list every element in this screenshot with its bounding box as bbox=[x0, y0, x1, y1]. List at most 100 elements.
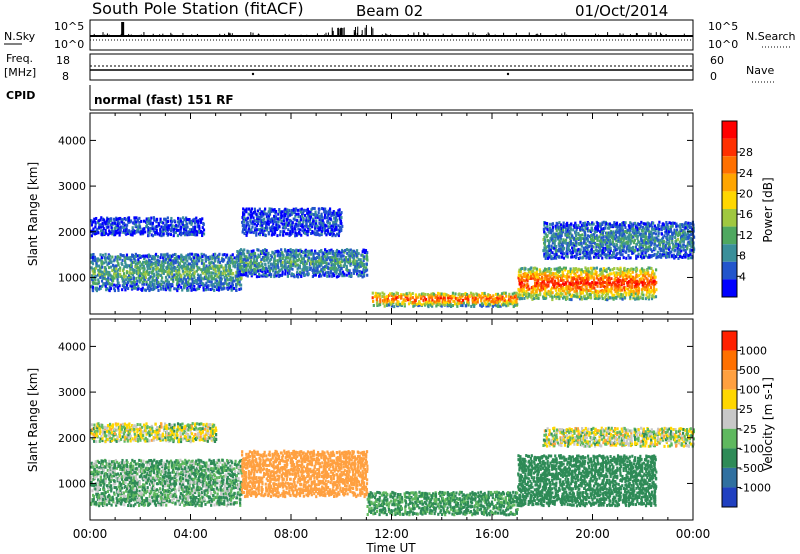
heatmap-cell bbox=[97, 231, 100, 235]
heatmap-cell bbox=[313, 206, 316, 210]
heatmap-cell bbox=[518, 268, 521, 272]
heatmap-cell bbox=[167, 285, 170, 289]
heatmap-cell bbox=[145, 282, 148, 286]
heatmap-cell bbox=[581, 279, 584, 283]
heatmap-cell bbox=[287, 221, 290, 225]
heatmap-cell bbox=[113, 219, 116, 223]
heatmap-cell bbox=[650, 273, 653, 277]
heatmap-cell bbox=[557, 225, 560, 229]
heatmap-cell bbox=[91, 285, 95, 289]
heatmap-cell bbox=[304, 253, 307, 257]
heatmap-cell bbox=[586, 275, 589, 279]
heatmap-cell bbox=[263, 259, 266, 263]
heatmap-cell bbox=[298, 252, 301, 256]
heatmap-cell bbox=[359, 264, 362, 268]
heatmap-cell bbox=[152, 272, 155, 276]
heatmap-cell bbox=[192, 265, 196, 269]
heatmap-cell bbox=[471, 302, 475, 306]
heatmap-cell bbox=[287, 211, 290, 215]
heatmap-cell bbox=[199, 218, 203, 222]
heatmap-cell bbox=[132, 281, 135, 285]
heatmap-cell bbox=[614, 290, 617, 294]
heatmap-cell bbox=[311, 229, 314, 233]
power-cells bbox=[90, 206, 696, 309]
heatmap-cell bbox=[613, 284, 616, 288]
heatmap-cell bbox=[648, 273, 651, 277]
heatmap-cell bbox=[318, 208, 321, 212]
heatmap-cell bbox=[327, 221, 330, 225]
heatmap-cell bbox=[571, 281, 574, 285]
heatmap-cell bbox=[578, 252, 582, 256]
heatmap-cell bbox=[517, 287, 520, 291]
heatmap-cell bbox=[138, 267, 141, 271]
heatmap-cell bbox=[354, 264, 357, 268]
heatmap-cell bbox=[566, 279, 569, 283]
heatmap-cell bbox=[616, 230, 619, 234]
heatmap-cell bbox=[299, 228, 302, 232]
heatmap-cell bbox=[241, 249, 245, 253]
heatmap-cell bbox=[548, 292, 551, 296]
heatmap-cell bbox=[207, 269, 210, 273]
heatmap-cell bbox=[294, 249, 297, 253]
heatmap-cell bbox=[499, 294, 502, 298]
heatmap-cell bbox=[286, 274, 289, 278]
heatmap-cell bbox=[383, 304, 386, 308]
heatmap-cell bbox=[189, 285, 192, 289]
heatmap-cell bbox=[630, 279, 633, 283]
heatmap-cell bbox=[572, 267, 575, 271]
heatmap-cell bbox=[284, 207, 287, 211]
heatmap-cell bbox=[245, 273, 248, 277]
heatmap-cell bbox=[476, 297, 479, 301]
heatmap-cell bbox=[395, 296, 398, 300]
heatmap-cell bbox=[365, 268, 369, 272]
heatmap-cell bbox=[270, 233, 273, 237]
heatmap-cell bbox=[142, 219, 146, 223]
heatmap-cell bbox=[93, 267, 96, 271]
heatmap-cell bbox=[556, 273, 559, 277]
heatmap-cell bbox=[363, 257, 366, 261]
heatmap-cell bbox=[582, 246, 585, 250]
heatmap-cell bbox=[116, 228, 119, 232]
heatmap-cell bbox=[191, 264, 194, 268]
heatmap-cell bbox=[628, 256, 631, 260]
heatmap-cell bbox=[535, 270, 538, 274]
heatmap-cell bbox=[429, 293, 432, 297]
heatmap-cell bbox=[138, 216, 141, 220]
heatmap-cell bbox=[615, 271, 618, 275]
heatmap-cell bbox=[274, 226, 277, 230]
heatmap-cell bbox=[555, 228, 558, 232]
heatmap-cell bbox=[236, 282, 239, 286]
heatmap-cell bbox=[210, 283, 213, 287]
heatmap-cell bbox=[267, 222, 270, 226]
heatmap-cell bbox=[643, 281, 646, 285]
heatmap-cell bbox=[643, 285, 647, 289]
heatmap-cell bbox=[122, 282, 125, 286]
heatmap-cell bbox=[323, 267, 326, 271]
heatmap-cell bbox=[300, 271, 304, 275]
heatmap-cell bbox=[468, 295, 471, 299]
heatmap-cell bbox=[182, 225, 185, 229]
heatmap-cell bbox=[154, 260, 157, 264]
heatmap-cell bbox=[228, 267, 232, 271]
heatmap-cell bbox=[558, 274, 561, 278]
heatmap-cell bbox=[192, 273, 196, 277]
heatmap-cell bbox=[590, 274, 593, 278]
heatmap-cell bbox=[471, 298, 474, 302]
heatmap-cell bbox=[502, 302, 506, 306]
heatmap-cell bbox=[628, 233, 631, 237]
heatmap-cell bbox=[106, 287, 109, 291]
heatmap-cell bbox=[256, 216, 259, 220]
heatmap-cell bbox=[181, 260, 184, 264]
heatmap-cell bbox=[327, 225, 330, 229]
heatmap-cell bbox=[122, 278, 125, 282]
heatmap-cell bbox=[306, 231, 309, 235]
heatmap-cell bbox=[132, 260, 136, 264]
heatmap-cell bbox=[241, 268, 244, 272]
heatmap-cell bbox=[289, 219, 293, 223]
heatmap-cell bbox=[601, 256, 604, 260]
heatmap-cell bbox=[333, 267, 336, 271]
heatmap-cell bbox=[632, 229, 635, 233]
heatmap-cell bbox=[627, 224, 630, 228]
heatmap-cell bbox=[233, 256, 236, 260]
heatmap-cell bbox=[546, 234, 549, 238]
